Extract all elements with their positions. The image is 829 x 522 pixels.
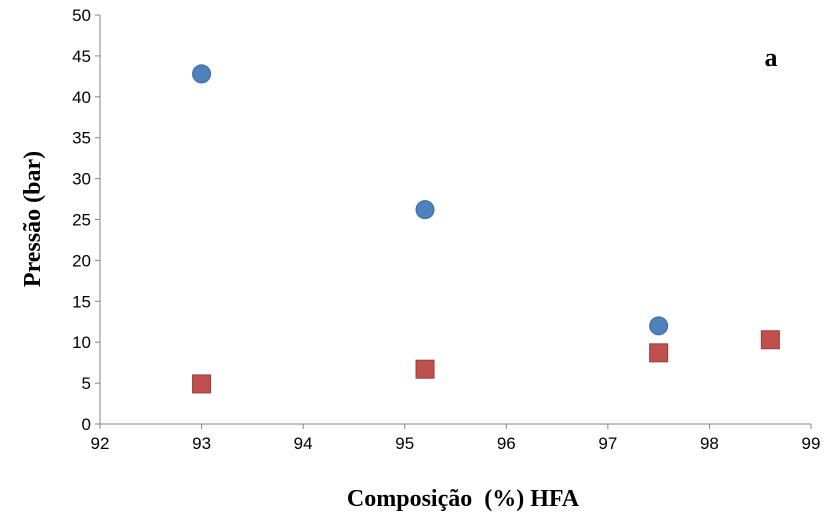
- series-1-point: [192, 64, 212, 84]
- y-tick-label: 0: [82, 415, 91, 434]
- series-2-point: [415, 359, 435, 379]
- x-tick-label: 93: [192, 434, 211, 453]
- x-axis-title: Composição (%) HFA: [347, 486, 580, 512]
- y-tick-label: 40: [72, 88, 91, 107]
- series-1-point: [649, 316, 669, 336]
- series-2-point: [760, 330, 780, 350]
- x-tick-label: 92: [91, 434, 110, 453]
- y-tick-label: 10: [72, 333, 91, 352]
- y-tick-label: 35: [72, 129, 91, 148]
- data-points: [192, 64, 780, 394]
- series-2-point: [649, 343, 669, 363]
- y-tick-label: 25: [72, 211, 91, 230]
- x-tick-label: 98: [700, 434, 719, 453]
- x-tick-label: 97: [598, 434, 617, 453]
- y-tick-label: 15: [72, 292, 91, 311]
- x-tick-label: 96: [497, 434, 516, 453]
- y-tick-label: 50: [72, 6, 91, 25]
- x-tick-label: 95: [395, 434, 414, 453]
- y-axis-title: Pressão (bar): [20, 151, 46, 287]
- y-tick-label: 30: [72, 170, 91, 189]
- y-tick-label: 45: [72, 47, 91, 66]
- x-tick-label: 94: [294, 434, 313, 453]
- y-ticks: 0 5 10 15 20 25 30 35 40 45 50: [72, 6, 100, 434]
- y-tick-label: 20: [72, 251, 91, 270]
- x-tick-label: 99: [802, 434, 821, 453]
- x-ticks: 92 93 94 95 96 97 98 99: [91, 424, 821, 453]
- panel-label: a: [765, 43, 778, 72]
- series-2-point: [192, 374, 212, 394]
- series-1-point: [415, 200, 435, 220]
- y-tick-label: 5: [82, 374, 91, 393]
